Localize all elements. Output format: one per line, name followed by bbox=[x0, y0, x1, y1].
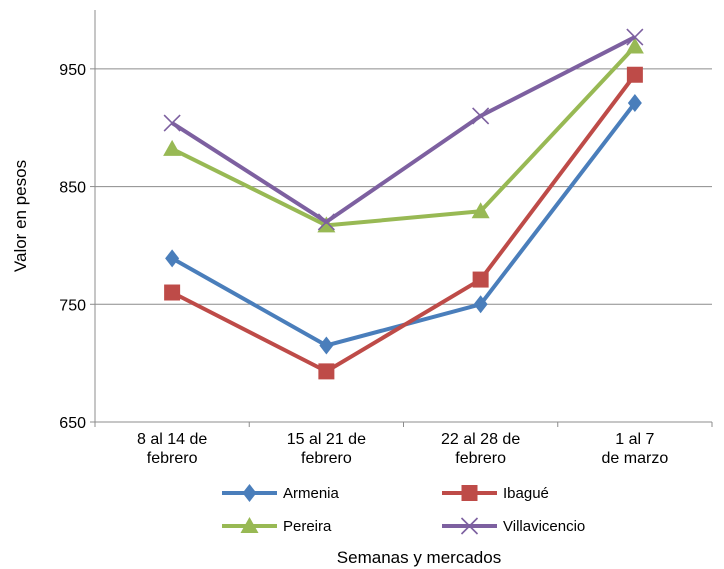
series-line bbox=[171, 35, 636, 224]
legend-item: Ibagué bbox=[442, 485, 549, 502]
axes bbox=[90, 10, 713, 427]
data-point-marker bbox=[318, 363, 335, 380]
data-point-marker bbox=[163, 139, 182, 156]
data-point-marker bbox=[165, 249, 180, 268]
y-tick-labels: 650 750 850 950 bbox=[59, 62, 86, 432]
legend-label: Ibagué bbox=[503, 485, 549, 502]
series-group bbox=[163, 28, 644, 380]
x-tick-label: 22 al 28 de febrero bbox=[441, 431, 520, 467]
data-point-marker bbox=[319, 336, 334, 355]
legend-label: Pereira bbox=[283, 518, 332, 535]
data-point-marker bbox=[163, 114, 181, 132]
legend-item: Villavicencio bbox=[442, 517, 585, 535]
legend-item: Armenia bbox=[222, 484, 340, 502]
data-point-marker bbox=[472, 271, 489, 288]
data-point-marker bbox=[627, 93, 642, 112]
data-point-marker bbox=[626, 66, 643, 83]
series-line bbox=[171, 45, 637, 228]
data-point-marker bbox=[471, 202, 490, 219]
x-tick-label: 1 al 7 de marzo bbox=[602, 431, 669, 467]
series-ibague bbox=[164, 66, 643, 380]
y-tick-label: 850 bbox=[59, 180, 86, 197]
legend-label: Villavicencio bbox=[503, 518, 585, 535]
y-tick-label: 950 bbox=[59, 62, 86, 79]
series-pereira bbox=[163, 37, 644, 233]
legend-swatch-marker bbox=[242, 484, 257, 502]
legend-swatch-marker bbox=[240, 517, 259, 533]
y-tick-label: 750 bbox=[59, 297, 86, 314]
legend: Armenia Ibagué Pereira Villavicencio bbox=[222, 484, 585, 535]
legend-label: Armenia bbox=[283, 485, 340, 502]
series-armenia bbox=[165, 93, 642, 355]
data-point-marker bbox=[625, 37, 644, 54]
y-tick-label: 650 bbox=[59, 415, 86, 432]
data-point-marker bbox=[626, 28, 644, 46]
data-point-marker bbox=[472, 107, 490, 125]
y-axis-title: Valor en pesos bbox=[11, 160, 30, 272]
data-point-marker bbox=[473, 295, 488, 314]
series-line bbox=[171, 73, 637, 374]
series-villavicencio bbox=[163, 28, 644, 231]
series-line bbox=[171, 101, 637, 348]
x-axis-title: Semanas y mercados bbox=[337, 548, 501, 567]
x-tick-label: 8 al 14 de febrero bbox=[137, 431, 207, 467]
data-point-marker bbox=[317, 216, 336, 233]
data-point-marker bbox=[164, 284, 181, 301]
x-tick-labels: 8 al 14 de febrero 15 al 21 de febrero 22 al… bbox=[137, 431, 668, 467]
legend-item: Pereira bbox=[222, 517, 332, 535]
data-point-marker bbox=[317, 213, 335, 231]
x-tick-label: 15 al 21 de febrero bbox=[287, 431, 366, 467]
legend-swatch-marker bbox=[461, 485, 478, 501]
legend-swatch-marker bbox=[460, 517, 479, 535]
